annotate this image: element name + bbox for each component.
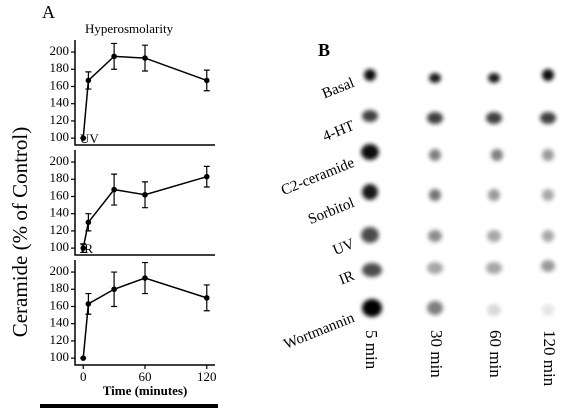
row-label: Sorbitol: [306, 195, 357, 228]
blot-spot: [542, 149, 554, 161]
panel-label: A: [42, 2, 55, 22]
data-point: [111, 286, 117, 293]
blot-spot: [427, 301, 443, 315]
x-tick-label: 120: [197, 369, 217, 384]
data-point: [142, 55, 148, 61]
data-point: [203, 173, 210, 180]
blot-spot: [429, 189, 441, 201]
y-tick-label: 160: [50, 297, 70, 312]
column-label: 60 min: [486, 330, 505, 378]
row-label: IR: [337, 268, 357, 288]
scale-bar: [40, 404, 218, 408]
blot-spot: [541, 260, 555, 272]
y-tick-label: 180: [50, 60, 70, 75]
blot-spot: [427, 262, 443, 274]
blot-spot: [362, 184, 378, 200]
data-point: [85, 77, 92, 84]
blot-spot: [486, 112, 502, 124]
column-label: 30 min: [427, 330, 446, 378]
column-label: 5 min: [362, 330, 381, 370]
y-tick-label: 140: [50, 315, 70, 330]
data-point: [80, 135, 87, 141]
data-point: [85, 301, 92, 307]
blot-spot: [487, 304, 501, 316]
blot-spot: [542, 69, 554, 81]
x-tick-label: 60: [139, 369, 152, 384]
data-point: [111, 53, 117, 60]
y-tick-label: 180: [50, 280, 70, 295]
x-tick-label: 0: [80, 369, 87, 384]
axis: [74, 260, 215, 366]
data-point: [80, 245, 87, 251]
y-tick-label: 100: [50, 129, 70, 144]
y-tick-label: 100: [50, 239, 70, 254]
y-tick-label: 140: [50, 205, 70, 220]
blot-spot: [542, 304, 554, 316]
row-label: Basal: [320, 75, 357, 102]
y-tick-label: 120: [50, 332, 70, 347]
data-point: [142, 275, 148, 281]
data-point: [142, 191, 148, 198]
y-tick-label: 160: [50, 77, 70, 92]
blot-spot: [540, 112, 556, 124]
blot-spot: [488, 73, 500, 83]
y-tick-label: 100: [50, 349, 70, 364]
blot: [361, 69, 556, 317]
data-point: [203, 295, 210, 301]
y-tick-label: 200: [50, 153, 70, 168]
blot-spot: [364, 69, 376, 81]
column-label: 120 min: [540, 330, 559, 387]
data-point: [111, 186, 117, 193]
panel-label: B: [318, 40, 330, 60]
blot-spot: [487, 230, 501, 242]
row-label: Wortmannin: [282, 310, 358, 353]
row-label: 4-HT: [321, 118, 357, 145]
blot-spot: [362, 110, 378, 122]
row-label: C2-ceramide: [279, 155, 357, 199]
y-tick-label: 200: [50, 43, 70, 58]
blot-spot: [488, 189, 500, 201]
axis: [74, 150, 215, 256]
y-axis-label: Ceramide (% of Control): [8, 127, 32, 338]
chart-title: Hyperosmolarity: [85, 21, 174, 36]
data-point: [80, 355, 87, 361]
row-label: UV: [331, 236, 357, 259]
blot-spot: [362, 263, 382, 277]
blot-spot: [542, 230, 554, 242]
chart-title: UV: [80, 131, 99, 146]
y-tick-label: 120: [50, 112, 70, 127]
y-tick-label: 200: [50, 263, 70, 278]
blot-spot: [428, 230, 442, 242]
blot-spot: [429, 149, 441, 161]
blot-spot: [429, 73, 441, 83]
y-tick-label: 140: [50, 95, 70, 110]
x-axis-label: Time (minutes): [103, 383, 188, 398]
y-tick-label: 180: [50, 170, 70, 185]
blot-spot: [486, 262, 502, 274]
blot-spot: [362, 299, 382, 317]
blot-spot: [427, 112, 443, 124]
blot-spot: [542, 189, 554, 201]
axis: [74, 40, 215, 146]
blot-spot: [361, 227, 379, 243]
chart-title: IR: [80, 241, 93, 256]
data-point: [203, 77, 210, 84]
y-tick-label: 120: [50, 222, 70, 237]
blot-spot: [361, 144, 379, 160]
blot-spot: [491, 149, 503, 161]
y-tick-label: 160: [50, 187, 70, 202]
data-point: [85, 219, 92, 226]
